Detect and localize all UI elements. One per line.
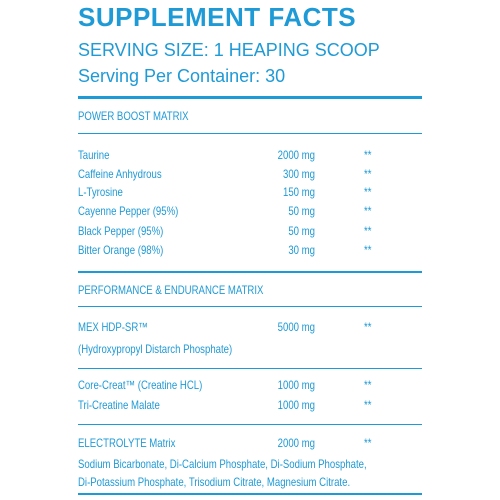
ingredient-name: MEX HDP-SR™ bbox=[78, 320, 148, 334]
ingredient-list: Sodium Bicarbonate, Di-Calcium Phosphate… bbox=[78, 457, 367, 471]
daily-value: ** bbox=[364, 167, 372, 181]
serving-size: SERVING SIZE: 1 HEAPING SCOOP bbox=[78, 40, 380, 60]
daily-value: ** bbox=[364, 436, 372, 450]
amount: 5000 mg bbox=[277, 320, 315, 334]
divider bbox=[78, 368, 422, 369]
ingredient-name: Caffeine Anhydrous bbox=[78, 167, 162, 181]
ingredient-note: (Hydroxypropyl Distarch Phosphate) bbox=[78, 342, 233, 356]
daily-value: ** bbox=[364, 378, 372, 392]
servings: Serving Per Container: 30 bbox=[78, 66, 286, 86]
divider bbox=[78, 96, 422, 99]
amount: 50 mg bbox=[288, 224, 315, 238]
divider bbox=[78, 424, 422, 425]
ingredient-name: Bitter Orange (98%) bbox=[78, 243, 164, 257]
section-title: POWER BOOST MATRIX bbox=[78, 109, 189, 123]
daily-value: ** bbox=[364, 148, 372, 162]
divider bbox=[78, 493, 422, 495]
divider bbox=[78, 133, 422, 134]
ingredient-name: Taurine bbox=[78, 148, 110, 162]
daily-value: ** bbox=[364, 320, 372, 334]
section-title: PERFORMANCE & ENDURANCE MATRIX bbox=[78, 283, 264, 297]
ingredient-name: Tri-Creatine Malate bbox=[78, 398, 160, 412]
ingredient-name: ELECTROLYTE Matrix bbox=[78, 436, 176, 450]
daily-value: ** bbox=[364, 398, 372, 412]
divider bbox=[78, 271, 422, 273]
daily-value: ** bbox=[364, 224, 372, 238]
ingredient-name: L-Tyrosine bbox=[78, 185, 123, 199]
ingredient-name: Cayenne Pepper (95%) bbox=[78, 204, 179, 218]
amount: 50 mg bbox=[288, 204, 315, 218]
divider bbox=[78, 306, 422, 307]
ingredient-name: Black Pepper (95%) bbox=[78, 224, 164, 238]
ingredient-list: Di-Potassium Phosphate, Trisodium Citrat… bbox=[78, 475, 351, 489]
daily-value: ** bbox=[364, 243, 372, 257]
amount: 150 mg bbox=[282, 185, 315, 199]
ingredient-name: Core-Creat™ (Creatine HCL) bbox=[78, 378, 203, 392]
amount: 300 mg bbox=[282, 167, 315, 181]
daily-value: ** bbox=[364, 204, 372, 218]
daily-value: ** bbox=[364, 185, 372, 199]
amount: 30 mg bbox=[288, 243, 315, 257]
amount: 2000 mg bbox=[277, 436, 315, 450]
title: SUPPLEMENT FACTS bbox=[78, 2, 357, 32]
amount: 2000 mg bbox=[277, 148, 315, 162]
amount: 1000 mg bbox=[277, 378, 315, 392]
amount: 1000 mg bbox=[277, 398, 315, 412]
